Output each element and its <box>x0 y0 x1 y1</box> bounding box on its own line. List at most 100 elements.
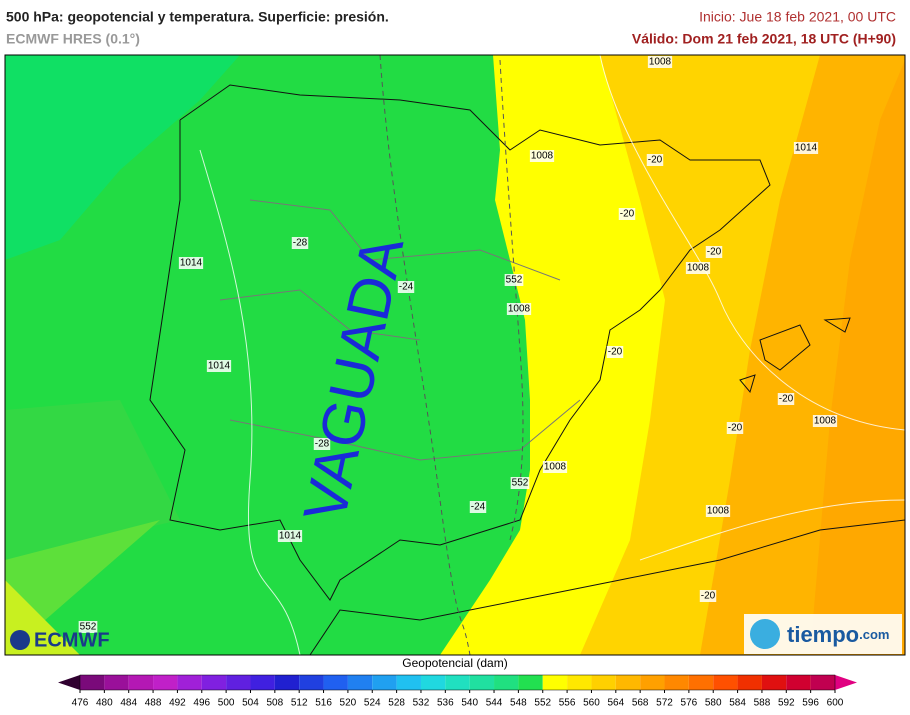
ecmwf-text: ECMWF <box>34 629 110 651</box>
colorbar-over <box>835 675 857 690</box>
label-bg <box>777 393 795 405</box>
colorbar-bin <box>445 675 470 690</box>
colorbar-bin <box>615 675 641 690</box>
colorbar-bin <box>372 675 397 690</box>
colorbar-bin <box>737 675 762 690</box>
colorbar-tick-label: 600 <box>827 698 844 709</box>
label-bg <box>685 262 711 274</box>
label-bg <box>705 246 723 258</box>
contour-label: 1008 <box>531 151 554 162</box>
colorbar-tick-label: 592 <box>778 698 795 709</box>
colorbar-bin <box>153 675 178 690</box>
colorbar-tick-label: 548 <box>510 698 527 709</box>
colorbar-tick-label: 596 <box>802 698 819 709</box>
colorbar-bin <box>688 675 714 690</box>
label-bg <box>812 415 838 427</box>
colorbar-tick-label: 484 <box>120 698 137 709</box>
contour-label: 1008 <box>814 416 837 427</box>
label-bg <box>178 257 204 269</box>
colorbar-tick-label: 492 <box>169 698 186 709</box>
label-bg <box>793 142 819 154</box>
label-bg <box>277 530 303 542</box>
colorbar-tick-label: 540 <box>461 698 478 709</box>
colorbar-bin <box>226 675 251 690</box>
colorbar-bin <box>177 675 202 690</box>
contour-label: -24 <box>399 282 414 293</box>
colorbar-tick-label: 508 <box>266 698 283 709</box>
label-bg <box>291 237 309 249</box>
colorbar-tick-label: 516 <box>315 698 332 709</box>
contour-label: -20 <box>728 423 743 434</box>
colorbar-bin <box>810 675 835 690</box>
colorbar-title: Geopotencial (dam) <box>402 656 507 670</box>
label-bg <box>78 621 98 633</box>
label-bg <box>313 438 331 450</box>
contour-label: -20 <box>620 209 635 220</box>
colorbar-tick-label: 528 <box>388 698 405 709</box>
title: 500 hPa: geopotencial y temperatura. Sup… <box>6 9 389 25</box>
contour-label: -20 <box>608 347 623 358</box>
label-bg <box>529 150 555 162</box>
valid-time: Válido: Dom 21 feb 2021, 18 UTC (H+90) <box>632 31 896 47</box>
colorbar-bin <box>640 675 665 690</box>
label-bg <box>397 281 415 293</box>
contour-label: -20 <box>707 247 722 258</box>
colorbar-tick-label: 480 <box>96 698 113 709</box>
colorbar-bin <box>786 675 811 690</box>
colorbar-bin <box>518 675 543 690</box>
colorbar-under <box>58 675 80 690</box>
colorbar-tick-label: 536 <box>437 698 454 709</box>
contour-label: 1008 <box>544 462 567 473</box>
contour-label: -20 <box>779 394 794 405</box>
contour-label: 1014 <box>795 143 818 154</box>
colorbar-bin <box>299 675 324 690</box>
model: ECMWF HRES (0.1°) <box>6 31 140 47</box>
contour-label: -24 <box>471 502 486 513</box>
contour-label: -28 <box>315 439 330 450</box>
colorbar-tick-label: 568 <box>632 698 649 709</box>
tiempo-logo: tiempo.com <box>744 614 902 654</box>
contour-label: -28 <box>293 238 308 249</box>
colorbar-tick-label: 532 <box>413 698 430 709</box>
tiempo-text: tiempo.com <box>787 622 889 647</box>
contour-label: 1014 <box>180 258 203 269</box>
colorbar-bin <box>494 675 519 690</box>
colorbar-tick-label: 572 <box>656 698 673 709</box>
ecmwf-logo: ECMWF <box>10 629 110 651</box>
contour-label: 1014 <box>279 531 302 542</box>
colorbar-bin <box>542 675 568 690</box>
label-bg <box>705 505 731 517</box>
contour-label: 552 <box>80 622 97 633</box>
label-bg <box>726 422 744 434</box>
colorbar-bin <box>591 675 616 690</box>
label-bg <box>618 208 636 220</box>
contour-label: 552 <box>512 478 529 489</box>
colorbar-bin <box>201 675 227 690</box>
init-time: Inicio: Jue 18 feb 2021, 00 UTC <box>699 9 896 25</box>
contour-label: 1008 <box>707 506 730 517</box>
colorbar-bin <box>713 675 738 690</box>
label-bg <box>542 461 568 473</box>
label-bg <box>646 154 664 166</box>
colorbar-frame <box>79 674 836 691</box>
colorbar-bin <box>80 675 105 690</box>
colorbar-tick-label: 576 <box>681 698 698 709</box>
contour-label: -20 <box>701 591 716 602</box>
label-bg <box>647 56 673 68</box>
colorbar-tick-label: 520 <box>340 698 357 709</box>
colorbar-tick-label: 544 <box>486 698 503 709</box>
label-bg <box>469 501 487 513</box>
colorbar-bin <box>104 675 129 690</box>
colorbar-bin <box>396 675 421 690</box>
colorbar-bin <box>347 675 373 690</box>
colorbar-tick-label: 512 <box>291 698 308 709</box>
label-bg <box>606 346 624 358</box>
contour-label: 1008 <box>687 263 710 274</box>
colorbar-tick-label: 552 <box>534 698 551 709</box>
label-bg <box>206 360 232 372</box>
contour-label: 1008 <box>649 57 672 68</box>
label-bg <box>699 590 717 602</box>
colorbar-tick-label: 560 <box>583 698 600 709</box>
colorbar-tick-label: 476 <box>72 698 89 709</box>
